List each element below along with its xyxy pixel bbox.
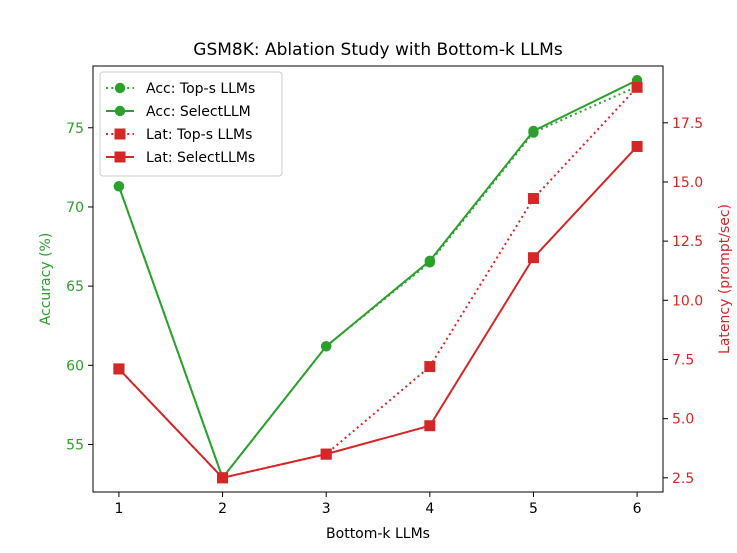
plot-area [92,65,664,493]
legend-entry: Acc: Top-s LLMs [106,81,255,97]
x-axis-label: Bottom-k LLMs [326,526,430,542]
x-tick-label: 5 [529,501,538,517]
y-right-tick-label: 17.5 [672,116,703,132]
y-right-tick-label: 10.0 [672,293,703,309]
legend-marker [114,151,126,163]
legend: Acc: Top-s LLMs Acc: SelectLLM Lat: Top-s … [99,71,283,177]
square-marker [527,193,539,205]
y-left-tick-label: 60 [66,358,84,374]
legend-label: Acc: Top-s LLMs [146,81,255,97]
legend-marker [114,128,126,140]
legend-entry: Lat: Top-s LLMs [106,127,252,143]
legend-marker [114,82,126,94]
y-axis-label-right: Latency (prompt/sec) [717,204,733,354]
square-marker [320,448,332,460]
y-right-tick-label: 2.5 [672,471,694,487]
y-axis-right: 2.5 5.0 7.5 10.0 12.5 15.0 17.5 [663,116,703,487]
legend-marker [114,105,126,117]
y-axis-label-left: Accuracy (%) [38,233,54,326]
y-right-tick-label: 7.5 [672,352,694,368]
circle-marker [528,125,539,137]
legend-entry: Lat: SelectLLMs [106,150,255,166]
square-marker [424,420,436,432]
square-marker [527,252,539,264]
series-acc-selectllm [113,75,643,483]
x-tick-label: 6 [633,501,642,517]
series-line [118,145,638,479]
x-tick-label: 3 [322,501,331,517]
y-left-tick-label: 75 [66,121,84,137]
square-marker [631,140,643,152]
legend-label: Acc: SelectLLM [146,104,251,120]
series-line [117,79,638,480]
series-line [118,86,638,479]
circle-marker [320,341,332,352]
x-tick-label: 4 [425,501,434,517]
legend-label: Lat: SelectLLMs [146,150,255,166]
x-tick-label: 1 [114,501,123,517]
legend-entry: Acc: SelectLLM [106,104,251,120]
x-tick-label: 2 [218,501,227,517]
chart-title: GSM8K: Ablation Study with Bottom-k LLMs [193,40,563,60]
series-lat-selectllms [113,140,643,484]
x-axis: 1 2 3 4 5 6 [114,492,642,517]
square-marker [113,363,125,375]
legend-label: Lat: Top-s LLMs [146,127,252,143]
y-left-tick-label: 65 [66,279,84,295]
square-marker [217,472,229,484]
y-axis-left: 55 60 65 70 75 [66,121,93,453]
y-left-tick-label: 55 [66,437,84,453]
circle-marker [424,255,436,266]
legend-box [99,71,283,177]
square-marker [631,81,643,93]
y-right-tick-label: 15.0 [672,175,703,191]
square-marker [424,361,436,373]
y-right-tick-label: 5.0 [672,412,694,428]
y-left-tick-label: 70 [66,200,84,216]
series-line [117,85,638,480]
series-layer [113,75,643,484]
circle-marker [113,181,125,192]
y-right-tick-label: 12.5 [672,234,703,250]
